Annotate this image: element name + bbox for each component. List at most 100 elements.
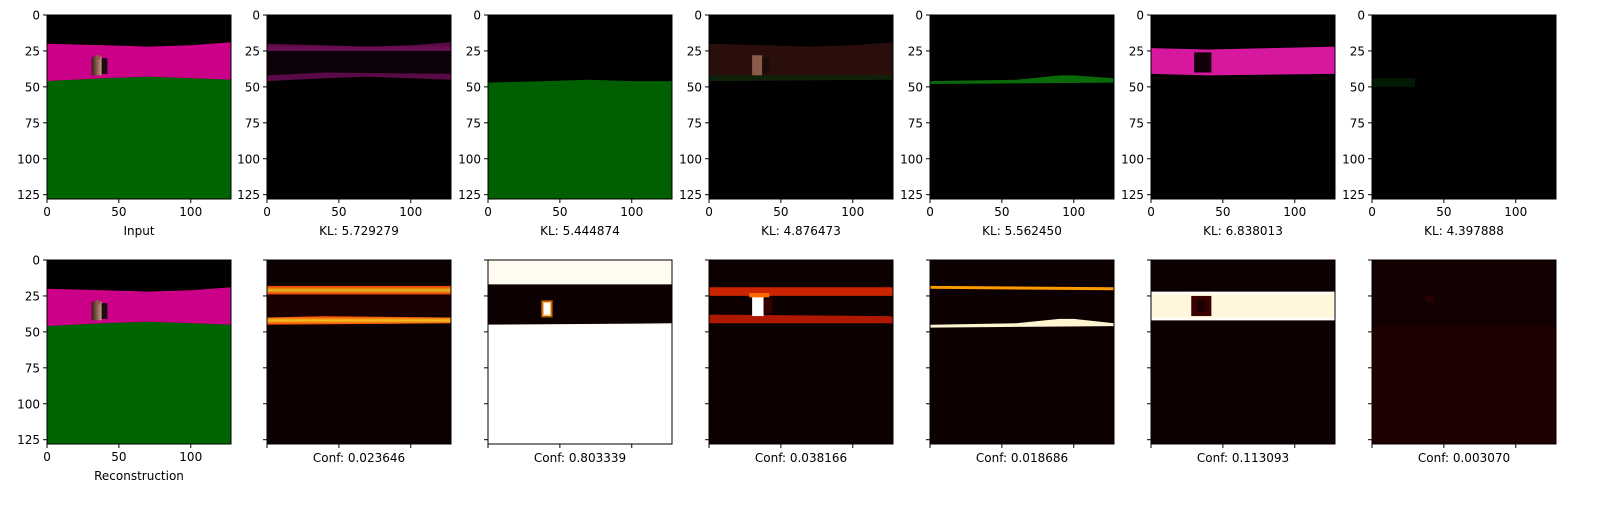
- object-side: [101, 58, 108, 74]
- wall-region: [47, 42, 231, 82]
- heat-wall-dark: [488, 284, 672, 325]
- heat-ground: [1372, 326, 1556, 444]
- heat-object: [1425, 295, 1434, 302]
- x-tick-label: 50: [111, 205, 126, 219]
- bottom-panel-6: Conf: 0.003070: [1368, 259, 1557, 465]
- y-tick-label: 50: [1129, 80, 1144, 94]
- x-tick-label: 0: [1368, 205, 1376, 219]
- panel-frame: [487, 14, 673, 200]
- ground-region: [47, 76, 231, 199]
- x-tick-label: 50: [1436, 205, 1451, 219]
- y-tick-label: 125: [458, 188, 481, 202]
- x-tick-label: 100: [179, 205, 202, 219]
- background: [930, 15, 1114, 199]
- panel-label: Conf: 0.038166: [755, 451, 847, 465]
- y-tick-label: 125: [17, 188, 40, 202]
- background: [1151, 15, 1335, 199]
- heat-line-top: [930, 285, 1114, 291]
- y-tick-label: 50: [25, 80, 40, 94]
- y-tick-label: 125: [1342, 188, 1365, 202]
- panel-frame: [929, 14, 1115, 200]
- y-tick-label: 0: [32, 254, 40, 268]
- y-tick-label: 75: [25, 116, 40, 130]
- panel-frame: [1371, 259, 1557, 445]
- y-tick-label: 0: [1136, 9, 1144, 23]
- x-tick-label: 100: [399, 205, 422, 219]
- panel-label: Conf: 0.003070: [1418, 451, 1510, 465]
- panel-label: Input: [123, 224, 154, 238]
- y-tick-label: 100: [679, 152, 702, 166]
- bottom-panel-4: Conf: 0.018686: [926, 259, 1115, 465]
- y-tick-label: 50: [25, 325, 40, 339]
- x-tick-label: 0: [926, 205, 934, 219]
- y-tick-label: 0: [694, 9, 702, 23]
- panel-frame: [708, 14, 894, 200]
- object-gap: [1194, 52, 1212, 73]
- y-tick-label: 25: [1350, 44, 1365, 58]
- x-tick-label: 100: [1283, 205, 1306, 219]
- wall-slot: [1151, 46, 1335, 76]
- object-slot: [752, 55, 763, 76]
- panel-label: KL: 5.729279: [319, 224, 399, 238]
- x-tick-label: 0: [484, 205, 492, 219]
- y-tick-label: 25: [25, 44, 40, 58]
- y-tick-label: 0: [32, 9, 40, 23]
- panel-label: Conf: 0.113093: [1197, 451, 1289, 465]
- heat-wall-bottom: [267, 316, 451, 325]
- y-tick-label: 100: [900, 152, 923, 166]
- x-tick-label: 50: [994, 205, 1009, 219]
- background: [709, 15, 893, 199]
- y-tick-label: 25: [245, 44, 260, 58]
- y-tick-label: 75: [1129, 116, 1144, 130]
- y-tick-label: 100: [17, 152, 40, 166]
- y-tick-label: 125: [17, 433, 40, 447]
- x-tick-label: 100: [841, 205, 864, 219]
- y-tick-label: 0: [915, 9, 923, 23]
- panel-label: KL: 5.562450: [982, 224, 1062, 238]
- panel-frame: [1150, 14, 1336, 200]
- x-tick-label: 50: [111, 450, 126, 464]
- heat-wall-bottom: [709, 314, 893, 324]
- panel-frame: [266, 14, 452, 200]
- panel-label: KL: 6.838013: [1203, 224, 1283, 238]
- heat-ground: [488, 324, 672, 444]
- y-tick-label: 75: [1350, 116, 1365, 130]
- panel-frame: [929, 259, 1115, 445]
- x-tick-label: 50: [552, 205, 567, 219]
- background: [1372, 15, 1556, 199]
- y-tick-label: 100: [458, 152, 481, 166]
- heat-object-side: [763, 298, 773, 314]
- panel-frame: [708, 259, 894, 445]
- bottom-panel-5: Conf: 0.113093: [1147, 259, 1336, 465]
- y-tick-label: 25: [1129, 44, 1144, 58]
- wall-slot-inner: [267, 49, 451, 76]
- background: [267, 15, 451, 199]
- ground-region: [47, 321, 231, 444]
- heat-background: [1151, 260, 1335, 444]
- object-top: [95, 55, 101, 60]
- panel-frame: [266, 259, 452, 445]
- wall-region: [47, 287, 231, 327]
- x-tick-label: 0: [705, 205, 713, 219]
- wall-slot: [709, 42, 893, 82]
- heat-object: [752, 295, 764, 317]
- y-tick-label: 125: [679, 188, 702, 202]
- x-tick-label: 100: [1504, 205, 1527, 219]
- panel-label: Conf: 0.023646: [313, 451, 405, 465]
- y-tick-label: 100: [237, 152, 260, 166]
- panel-label: Reconstruction: [94, 469, 184, 483]
- object-front: [91, 301, 102, 321]
- y-tick-label: 25: [466, 44, 481, 58]
- panel-label: Conf: 0.018686: [976, 451, 1068, 465]
- y-tick-label: 50: [687, 80, 702, 94]
- heat-object-core: [544, 303, 550, 315]
- bottom-panel-1: Conf: 0.023646: [263, 259, 452, 465]
